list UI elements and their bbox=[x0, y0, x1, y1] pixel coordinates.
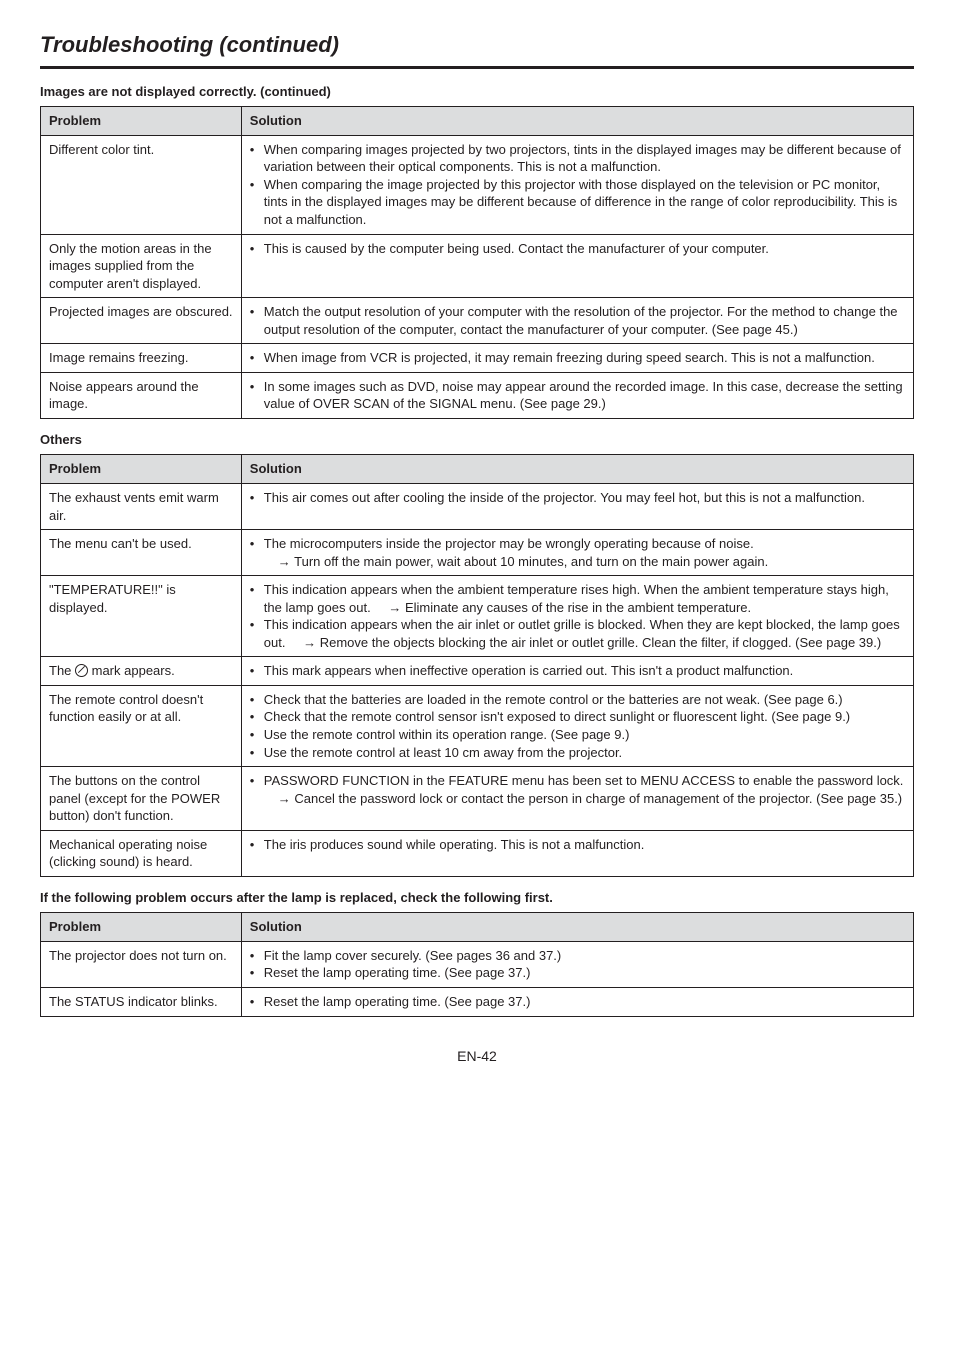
solution-item: When comparing the image projected by th… bbox=[250, 176, 905, 229]
problem-cell: "TEMPERATURE!!" is displayed. bbox=[41, 576, 242, 657]
solution-sub: → Cancel the password lock or contact th… bbox=[264, 790, 902, 808]
solution-text: The microcomputers inside the projector … bbox=[264, 536, 754, 551]
page-number: EN-42 bbox=[40, 1047, 914, 1066]
solution-item: This indication appears when the air inl… bbox=[250, 616, 905, 651]
problem-cell: The buttons on the control panel (except… bbox=[41, 767, 242, 831]
solution-cell: Reset the lamp operating time. (See page… bbox=[241, 988, 913, 1017]
table-row: Noise appears around the image. In some … bbox=[41, 372, 914, 418]
problem-cell: Mechanical operating noise (clicking sou… bbox=[41, 830, 242, 876]
table-row: The projector does not turn on. Fit the … bbox=[41, 941, 914, 987]
solution-cell: PASSWORD FUNCTION in the FEATURE menu ha… bbox=[241, 767, 913, 831]
table-others: Problem Solution The exhaust vents emit … bbox=[40, 454, 914, 876]
solution-cell: The iris produces sound while operating.… bbox=[241, 830, 913, 876]
table-row: The menu can't be used. The microcompute… bbox=[41, 530, 914, 576]
section-heading-lamp: If the following problem occurs after th… bbox=[40, 889, 914, 907]
problem-cell: Projected images are obscured. bbox=[41, 298, 242, 344]
col-header-solution: Solution bbox=[241, 913, 913, 942]
solution-cell: This is caused by the computer being use… bbox=[241, 234, 913, 298]
solution-item: Use the remote control at least 10 cm aw… bbox=[250, 744, 905, 762]
solution-item: The iris produces sound while operating.… bbox=[250, 836, 905, 854]
solution-cell: In some images such as DVD, noise may ap… bbox=[241, 372, 913, 418]
solution-sub: → Turn off the main power, wait about 10… bbox=[264, 553, 768, 571]
col-header-problem: Problem bbox=[41, 107, 242, 136]
table-row: The mark appears. This mark appears when… bbox=[41, 657, 914, 686]
problem-cell: The projector does not turn on. bbox=[41, 941, 242, 987]
solution-item: This mark appears when ineffective opera… bbox=[250, 662, 905, 680]
table-row: The buttons on the control panel (except… bbox=[41, 767, 914, 831]
no-mark-icon bbox=[75, 664, 88, 677]
table-row: Only the motion areas in the images supp… bbox=[41, 234, 914, 298]
solution-item: This indication appears when the ambient… bbox=[250, 581, 905, 616]
solution-item: The microcomputers inside the projector … bbox=[250, 535, 905, 570]
section-heading-images: Images are not displayed correctly. (con… bbox=[40, 83, 914, 101]
problem-cell: The menu can't be used. bbox=[41, 530, 242, 576]
solution-item: When image from VCR is projected, it may… bbox=[250, 349, 905, 367]
solution-text: PASSWORD FUNCTION in the FEATURE menu ha… bbox=[264, 773, 904, 788]
solution-cell: Fit the lamp cover securely. (See pages … bbox=[241, 941, 913, 987]
the-prefix: The bbox=[49, 663, 75, 678]
solution-sub: → Remove the objects blocking the air in… bbox=[289, 634, 881, 652]
solution-cell: Match the output resolution of your comp… bbox=[241, 298, 913, 344]
problem-cell: Different color tint. bbox=[41, 135, 242, 234]
table-images: Problem Solution Different color tint. W… bbox=[40, 106, 914, 419]
col-header-solution: Solution bbox=[241, 107, 913, 136]
col-header-problem: Problem bbox=[41, 913, 242, 942]
page-title: Troubleshooting (continued) bbox=[40, 30, 914, 60]
solution-item: Fit the lamp cover securely. (See pages … bbox=[250, 947, 905, 965]
solution-item: PASSWORD FUNCTION in the FEATURE menu ha… bbox=[250, 772, 905, 807]
solution-cell: This air comes out after cooling the ins… bbox=[241, 483, 913, 529]
table-lamp: Problem Solution The projector does not … bbox=[40, 912, 914, 1016]
table-row: Projected images are obscured. Match the… bbox=[41, 298, 914, 344]
solution-sub: → Eliminate any causes of the rise in th… bbox=[374, 599, 751, 617]
solution-item: Match the output resolution of your comp… bbox=[250, 303, 905, 338]
solution-cell: This indication appears when the ambient… bbox=[241, 576, 913, 657]
table-row: "TEMPERATURE!!" is displayed. This indic… bbox=[41, 576, 914, 657]
solution-item: Check that the remote control sensor isn… bbox=[250, 708, 905, 726]
problem-cell: The remote control doesn't function easi… bbox=[41, 685, 242, 766]
title-divider bbox=[40, 66, 914, 69]
problem-cell: Noise appears around the image. bbox=[41, 372, 242, 418]
solution-cell: This mark appears when ineffective opera… bbox=[241, 657, 913, 686]
problem-cell: Image remains freezing. bbox=[41, 344, 242, 373]
table-row: Image remains freezing. When image from … bbox=[41, 344, 914, 373]
col-header-solution: Solution bbox=[241, 455, 913, 484]
solution-item: This air comes out after cooling the ins… bbox=[250, 489, 905, 507]
solution-cell: When image from VCR is projected, it may… bbox=[241, 344, 913, 373]
solution-item: This is caused by the computer being use… bbox=[250, 240, 905, 258]
table-row: Mechanical operating noise (clicking sou… bbox=[41, 830, 914, 876]
table-row: The exhaust vents emit warm air. This ai… bbox=[41, 483, 914, 529]
problem-cell: The exhaust vents emit warm air. bbox=[41, 483, 242, 529]
col-header-problem: Problem bbox=[41, 455, 242, 484]
solution-item: When comparing images projected by two p… bbox=[250, 141, 905, 176]
problem-cell: Only the motion areas in the images supp… bbox=[41, 234, 242, 298]
problem-cell: The mark appears. bbox=[41, 657, 242, 686]
solution-cell: The microcomputers inside the projector … bbox=[241, 530, 913, 576]
solution-item: Reset the lamp operating time. (See page… bbox=[250, 993, 905, 1011]
problem-cell: The STATUS indicator blinks. bbox=[41, 988, 242, 1017]
solution-cell: When comparing images projected by two p… bbox=[241, 135, 913, 234]
table-row: The remote control doesn't function easi… bbox=[41, 685, 914, 766]
solution-item: In some images such as DVD, noise may ap… bbox=[250, 378, 905, 413]
solution-item: Use the remote control within its operat… bbox=[250, 726, 905, 744]
solution-item: Reset the lamp operating time. (See page… bbox=[250, 964, 905, 982]
solution-cell: Check that the batteries are loaded in t… bbox=[241, 685, 913, 766]
table-row: Different color tint. When comparing ima… bbox=[41, 135, 914, 234]
section-heading-others: Others bbox=[40, 431, 914, 449]
solution-item: Check that the batteries are loaded in t… bbox=[250, 691, 905, 709]
problem-suffix: mark appears. bbox=[88, 663, 175, 678]
table-row: The STATUS indicator blinks. Reset the l… bbox=[41, 988, 914, 1017]
